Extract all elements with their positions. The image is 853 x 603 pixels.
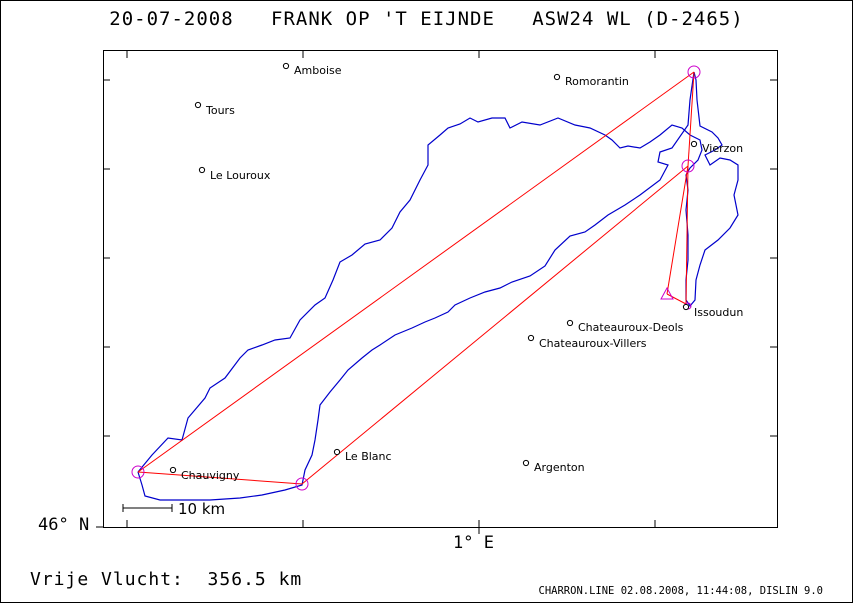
place-dot [527,334,535,342]
scale-bar: 10 km [122,500,225,518]
place-dot [333,448,341,456]
place-label-tours: Tours [205,104,235,117]
place-label-le-louroux: Le Louroux [210,169,271,182]
scale-bar-label: 10 km [178,500,225,518]
flight-track [137,71,739,473]
place-label-chateauroux-villers: Chateauroux-Villers [539,337,647,350]
triangle-marker [660,286,674,300]
place-dot [282,62,290,70]
place-label-argenton: Argenton [534,461,585,474]
turnpoint-marker [681,159,695,173]
place-label-issoudun: Issoudun [694,306,743,319]
turnpoints [131,65,701,491]
place-dot [690,140,698,148]
turnpoint-marker [295,477,309,491]
place-dot [194,101,202,109]
flight-track-return [137,71,695,501]
map-frame [103,50,778,528]
place-dot [198,166,206,174]
task-lines [137,71,695,485]
turnpoint-marker [687,65,701,79]
longitude-label: 1° E [453,533,494,553]
latitude-label: 46° N [38,515,90,535]
place-label-chauvigny: Chauvigny [181,469,240,482]
place-label-vierzon: Vierzon [702,142,743,155]
place-dot [522,459,530,467]
place-label-romorantin: Romorantin [565,75,629,88]
place-dot [169,466,177,474]
flight-title: 20-07-2008 FRANK OP 'T EIJNDE ASW24 WL (… [109,8,744,30]
place-dot [566,319,574,327]
place-label-amboise: Amboise [294,64,342,77]
place-label-chateauroux-deols: Chateauroux-Deols [578,321,684,334]
turnpoint-marker [131,465,145,479]
place-dot [553,73,561,81]
axis-ticks [96,51,777,534]
distance-summary: Vrije Vlucht: 356.5 km [30,569,303,590]
place-label-le-blanc: Le Blanc [345,450,392,463]
program-info: CHARRON.LINE 02.08.2008, 11:44:08, DISLI… [538,585,823,597]
place-dot [682,303,690,311]
place-markers [169,62,698,474]
